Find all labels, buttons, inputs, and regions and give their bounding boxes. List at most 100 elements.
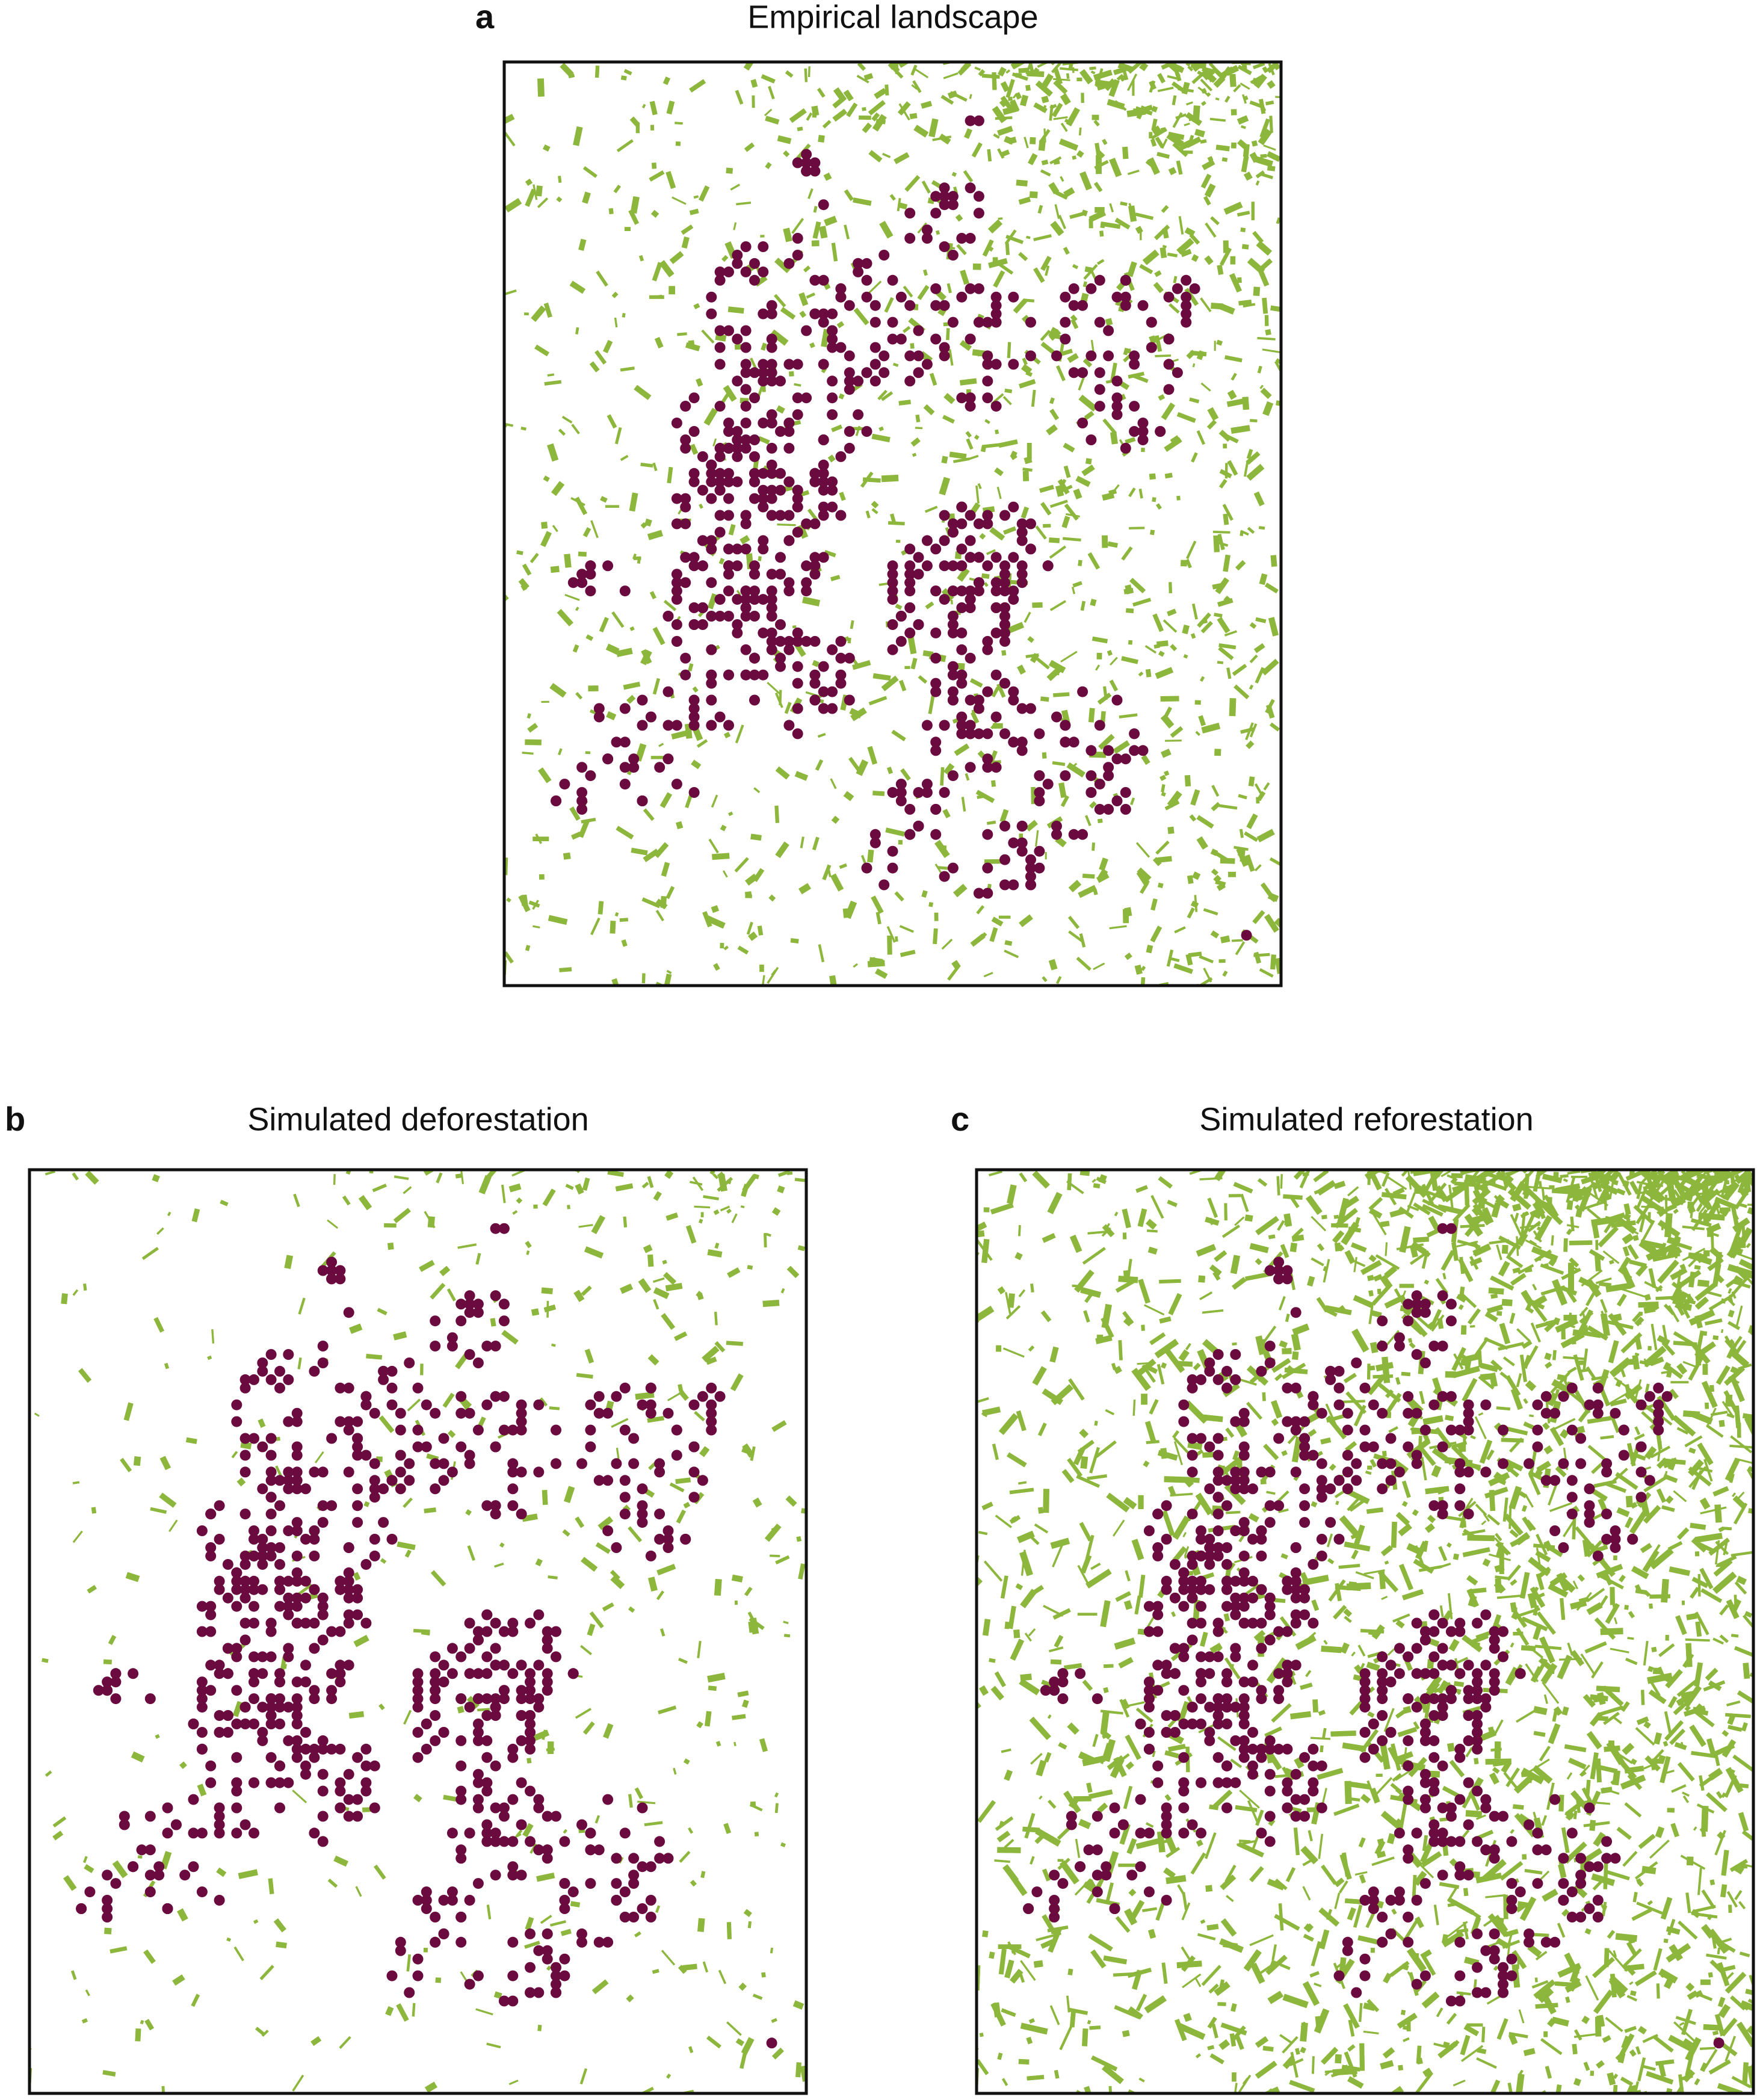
settlement — [542, 1676, 553, 1688]
vegetation — [1213, 874, 1222, 883]
settlement — [335, 1743, 346, 1755]
settlement — [628, 1878, 640, 1889]
vegetation — [1167, 252, 1178, 258]
vegetation — [1024, 137, 1029, 149]
vegetation — [715, 1741, 721, 1747]
vegetation — [527, 723, 539, 733]
vegetation — [594, 350, 607, 365]
settlement — [792, 157, 803, 168]
settlement — [688, 787, 700, 798]
vegetation — [676, 821, 684, 830]
vegetation — [898, 103, 910, 121]
settlement — [1111, 375, 1123, 387]
settlement — [274, 1382, 285, 1394]
settlement — [309, 1827, 320, 1839]
settlement — [965, 652, 976, 664]
settlement — [732, 434, 743, 445]
vegetation — [1182, 625, 1190, 635]
vegetation — [1178, 1700, 1190, 1723]
settlement — [551, 1970, 561, 1981]
settlement — [619, 779, 631, 790]
vegetation — [611, 1418, 629, 1428]
vegetation — [150, 1507, 167, 1514]
vegetation — [1592, 1880, 1603, 1891]
vegetation — [1037, 1422, 1047, 1436]
vegetation — [1626, 1941, 1637, 1956]
vegetation — [1453, 2080, 1466, 2087]
vegetation — [850, 620, 854, 629]
vegetation — [1456, 1294, 1467, 1303]
vegetation — [971, 711, 980, 724]
vegetation — [1629, 1510, 1648, 1534]
vegetation — [628, 1526, 643, 1543]
settlement — [714, 342, 726, 353]
vegetation — [1216, 882, 1226, 891]
vegetation — [1373, 1274, 1383, 1282]
settlement — [1094, 401, 1105, 412]
vegetation — [1004, 1769, 1013, 1781]
vegetation — [1121, 656, 1138, 664]
vegetation — [1102, 418, 1117, 435]
settlement — [490, 1710, 501, 1721]
settlement — [507, 1626, 519, 1637]
vegetation — [1109, 203, 1114, 213]
vegetation — [740, 535, 750, 545]
vegetation — [1302, 1886, 1311, 1901]
vegetation — [1626, 1443, 1636, 1466]
settlement — [525, 1668, 536, 1679]
settlement — [249, 1575, 259, 1587]
settlement — [352, 1416, 363, 1427]
settlement — [542, 1643, 553, 1654]
settlement — [533, 1802, 545, 1814]
vegetation — [1368, 1208, 1383, 1219]
vegetation — [1089, 801, 1097, 809]
settlement — [1016, 745, 1028, 756]
vegetation — [557, 608, 573, 626]
settlement — [542, 1844, 553, 1856]
vegetation — [1109, 158, 1122, 178]
settlement — [455, 1407, 467, 1419]
settlement — [559, 1970, 570, 1981]
settlement — [973, 115, 984, 126]
settlement — [300, 1727, 311, 1738]
vegetation — [696, 378, 703, 387]
settlement — [239, 1382, 251, 1394]
vegetation — [663, 599, 677, 611]
vegetation — [1018, 196, 1031, 205]
settlement — [525, 1676, 536, 1688]
panel-title: Simulated deforestation — [247, 1101, 588, 1137]
vegetation — [1030, 137, 1036, 144]
vegetation — [1725, 1972, 1734, 1981]
vegetation — [1368, 1290, 1374, 1297]
settlement — [1051, 820, 1062, 832]
vegetation — [917, 285, 930, 300]
vegetation — [393, 1208, 411, 1223]
vegetation — [540, 1915, 552, 1924]
vegetation — [745, 873, 758, 886]
vegetation — [799, 310, 807, 318]
vegetation — [1266, 1490, 1276, 1495]
vegetation — [494, 1562, 504, 1568]
settlement — [947, 611, 959, 622]
vegetation — [1050, 221, 1064, 236]
vegetation — [220, 1199, 229, 1206]
vegetation — [87, 1584, 97, 1594]
vegetation — [1267, 165, 1276, 171]
vegetation — [534, 344, 550, 357]
vegetation — [661, 862, 670, 877]
vegetation — [1699, 1993, 1713, 2001]
settlement — [525, 1987, 536, 1998]
settlement — [576, 762, 588, 773]
vegetation — [747, 1921, 752, 1929]
vegetation — [551, 481, 565, 496]
settlement — [1085, 787, 1097, 798]
vegetation — [1344, 1616, 1352, 1623]
vegetation — [1092, 114, 1099, 120]
settlement — [844, 350, 855, 362]
settlement — [973, 283, 984, 294]
settlement — [853, 409, 864, 421]
vegetation — [910, 64, 918, 76]
vegetation — [697, 1640, 702, 1658]
vegetation — [1473, 1250, 1477, 1256]
settlement — [507, 1483, 519, 1495]
